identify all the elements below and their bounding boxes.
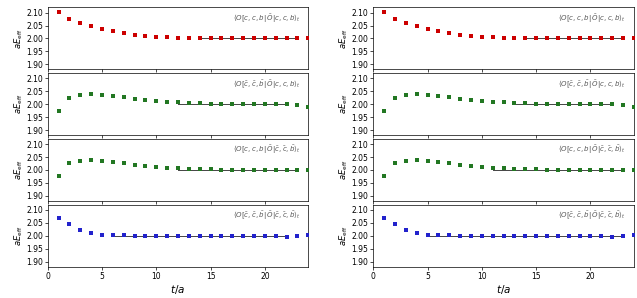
- Y-axis label: $aE_{\rm eff}$: $aE_{\rm eff}$: [338, 226, 350, 246]
- Text: $\langle O[c,c,b|\,\bar{O}|c,c,b\rangle_t$: $\langle O[c,c,b|\,\bar{O}|c,c,b\rangle_…: [233, 13, 301, 25]
- Text: $\langle O[\bar{c},\bar{c},\bar{b}|\,\bar{O}|c,c,b\rangle_t$: $\langle O[\bar{c},\bar{c},\bar{b}|\,\ba…: [233, 78, 301, 91]
- Text: $\langle O[c,c,b|\,\bar{O}|c,c,b\rangle_t$: $\langle O[c,c,b|\,\bar{O}|c,c,b\rangle_…: [558, 13, 626, 25]
- Text: $\langle O[\bar{c},\bar{c},\bar{b}|\,\bar{O}|\bar{c},\bar{c},\bar{b}\rangle_t$: $\langle O[\bar{c},\bar{c},\bar{b}|\,\ba…: [558, 210, 626, 222]
- Y-axis label: $aE_{\rm eff}$: $aE_{\rm eff}$: [12, 28, 25, 49]
- Text: $\langle O[c,c,b|\,\bar{O}|\bar{c},\bar{c},\bar{b}\rangle_t$: $\langle O[c,c,b|\,\bar{O}|\bar{c},\bar{…: [558, 144, 626, 156]
- X-axis label: $t/a$: $t/a$: [170, 283, 185, 296]
- Text: $\langle O[\bar{c},\bar{c},\bar{b}|\,\bar{O}|\bar{c},\bar{c},\bar{b}\rangle_t$: $\langle O[\bar{c},\bar{c},\bar{b}|\,\ba…: [233, 210, 301, 222]
- Y-axis label: $aE_{\rm eff}$: $aE_{\rm eff}$: [338, 28, 350, 49]
- Y-axis label: $aE_{\rm eff}$: $aE_{\rm eff}$: [338, 94, 350, 114]
- Y-axis label: $aE_{\rm eff}$: $aE_{\rm eff}$: [12, 226, 25, 246]
- X-axis label: $t/a$: $t/a$: [496, 283, 512, 296]
- Y-axis label: $aE_{\rm eff}$: $aE_{\rm eff}$: [12, 94, 25, 114]
- Text: $\langle O[c,c,b|\,\bar{O}|\bar{c},\bar{c},\bar{b}\rangle_t$: $\langle O[c,c,b|\,\bar{O}|\bar{c},\bar{…: [233, 144, 301, 156]
- Text: $\langle O[\bar{c},\bar{c},\bar{b}|\,\bar{O}|c,c,b\rangle_t$: $\langle O[\bar{c},\bar{c},\bar{b}|\,\ba…: [558, 78, 626, 91]
- Y-axis label: $aE_{\rm eff}$: $aE_{\rm eff}$: [12, 160, 25, 180]
- Y-axis label: $aE_{\rm eff}$: $aE_{\rm eff}$: [338, 160, 350, 180]
